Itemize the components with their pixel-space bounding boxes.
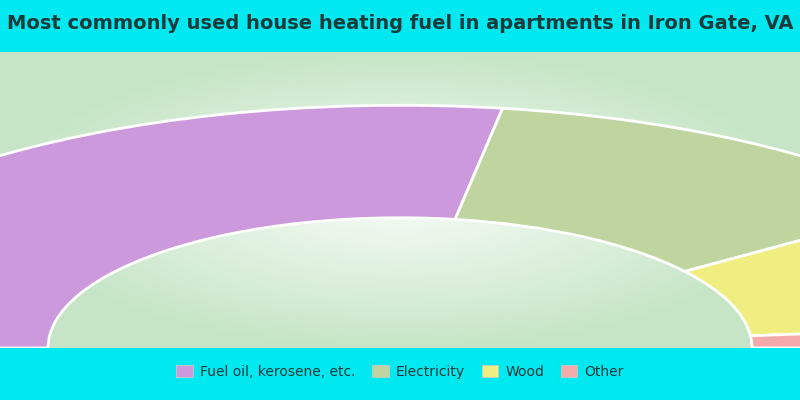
Wedge shape xyxy=(685,205,800,336)
Wedge shape xyxy=(455,108,800,272)
Legend: Fuel oil, kerosene, etc., Electricity, Wood, Other: Fuel oil, kerosene, etc., Electricity, W… xyxy=(170,360,630,384)
Wedge shape xyxy=(0,105,502,348)
Wedge shape xyxy=(750,325,800,348)
Text: Most commonly used house heating fuel in apartments in Iron Gate, VA: Most commonly used house heating fuel in… xyxy=(6,14,794,33)
